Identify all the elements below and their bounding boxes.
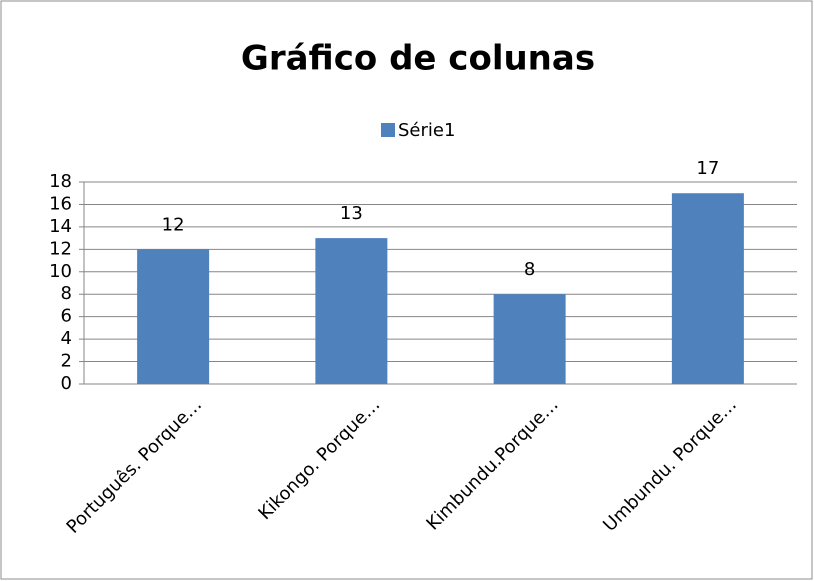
chart-title: Gráfico de colunas [241,39,595,79]
data-label: 17 [696,158,719,179]
data-label: 12 [162,214,185,235]
y-tick-label: 6 [61,306,72,327]
legend-label: Série1 [398,120,455,141]
y-tick-label: 8 [61,283,72,304]
y-tick-label: 0 [61,373,72,394]
y-tick-label: 14 [49,216,72,237]
bar [315,238,388,384]
legend-swatch [381,123,395,137]
data-label: 13 [340,203,363,224]
y-tick-label: 18 [49,171,72,192]
y-tick-label: 2 [61,351,72,372]
y-tick-label: 16 [49,193,72,214]
y-tick-label: 4 [61,328,72,349]
bar [493,294,566,384]
data-label: 8 [524,259,535,280]
y-tick-label: 10 [49,261,72,282]
bar [137,249,210,384]
y-tick-label: 12 [49,238,72,259]
bar [671,193,744,384]
